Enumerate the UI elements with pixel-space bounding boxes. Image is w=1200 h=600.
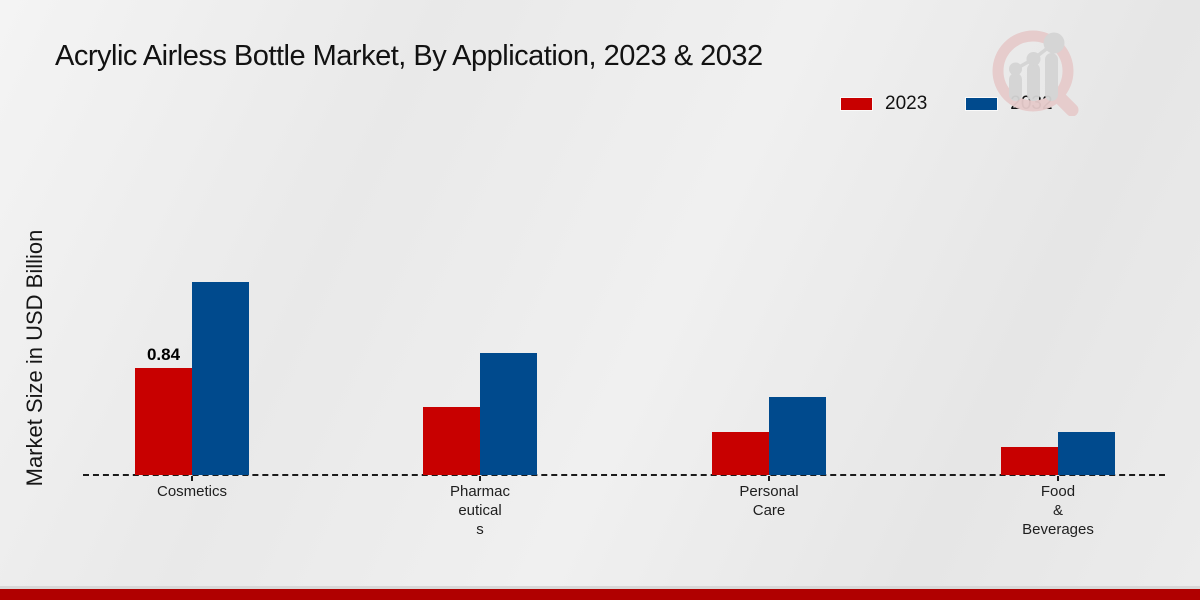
x-axis-tick-food-beverages [1057,476,1059,481]
data-label-2023-cosmetics: 0.84 [146,345,181,364]
category-label-pharmaceuticals: Pharmac eutical s [449,483,511,538]
bar-2032-cosmetics [192,282,249,475]
footer-red-band [0,589,1200,600]
legend-label-2023: 2023 [885,93,928,114]
bar-2023-personal-care [712,432,769,475]
x-axis-baseline [83,474,1165,476]
category-label-cosmetics: Cosmetics [156,483,227,500]
category-label-personal-care: Personal Care [739,483,799,519]
footer-divider [0,586,1200,589]
x-axis-tick-personal-care [768,476,770,481]
legend-swatch-2023-icon [840,97,873,111]
bar-2032-personal-care [769,397,826,475]
bar-2023-cosmetics [135,368,192,475]
legend-item-2023: 2023 [840,93,927,115]
bar-2032-pharmaceuticals [480,353,537,475]
bar-2032-food-beverages [1058,432,1115,475]
x-axis-tick-pharmaceuticals [479,476,481,481]
magnifier-bar-chart-logo-icon [988,26,1080,121]
bar-2023-pharmaceuticals [423,407,480,475]
bar-2023-food-beverages [1001,447,1058,475]
category-label-food-beverages: Food & Beverages [1022,483,1094,538]
chart-title: Acrylic Airless Bottle Market, By Applic… [55,40,763,72]
legend-swatch-2032-icon [965,97,999,111]
x-axis-tick-cosmetics [191,476,193,481]
